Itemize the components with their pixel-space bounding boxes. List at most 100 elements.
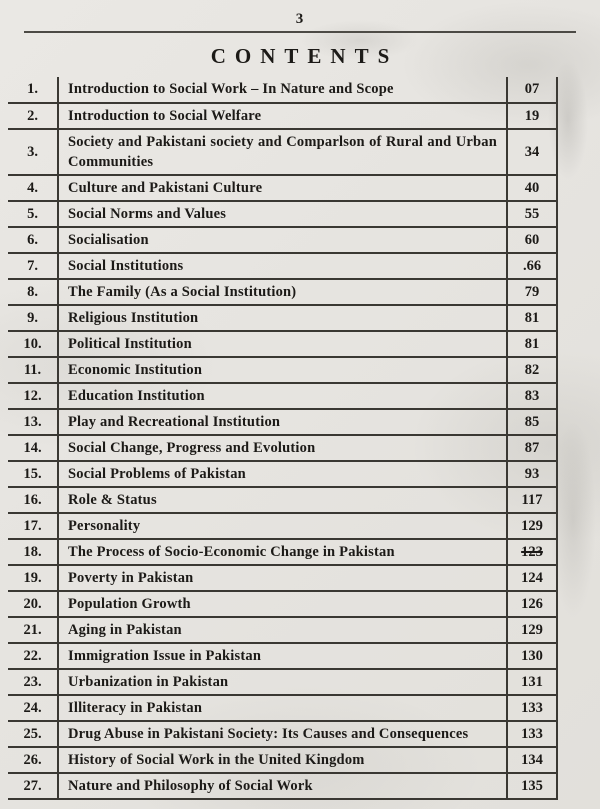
- chapter-title: Aging in Pakistan: [58, 616, 507, 644]
- table-row: 26. History of Social Work in the United…: [8, 746, 558, 774]
- row-number: 20.: [8, 590, 59, 618]
- page-ref: 85: [506, 408, 558, 436]
- row-number: 25.: [8, 720, 59, 748]
- table-row: 14. Social Change, Progress and Evolutio…: [8, 434, 558, 462]
- chapter-title: Political Institution: [58, 330, 507, 358]
- page-ref: 87: [506, 434, 558, 462]
- chapter-title: Drug Abuse in Pakistani Society: Its Cau…: [58, 720, 507, 748]
- table-row: 4. Culture and Pakistani Culture 40: [8, 174, 558, 202]
- chapter-title: Education Institution: [58, 382, 507, 410]
- page-ref: 19: [506, 102, 558, 130]
- row-number: 1.: [8, 77, 59, 104]
- row-number: 13.: [8, 408, 59, 436]
- row-number: 4.: [8, 174, 59, 202]
- chapter-title: Role & Status: [58, 486, 507, 514]
- row-number: 2.: [8, 102, 59, 130]
- page-ref: 82: [506, 356, 558, 384]
- table-row: 7. Social Institutions .66: [8, 252, 558, 280]
- table-row: 22. Immigration Issue in Pakistan 130: [8, 642, 558, 670]
- page-ref: 81: [506, 330, 558, 358]
- row-number: 15.: [8, 460, 59, 488]
- row-number: 9.: [8, 304, 59, 332]
- chapter-title: Social Institutions: [58, 252, 507, 280]
- chapter-title: Immigration Issue in Pakistan: [58, 642, 507, 670]
- table-row: 5. Social Norms and Values 55: [8, 200, 558, 228]
- page-ref: 131: [506, 668, 558, 696]
- row-number: 10.: [8, 330, 59, 358]
- row-number: 8.: [8, 278, 59, 306]
- chapter-title: Introduction to Social Work – In Nature …: [58, 77, 507, 104]
- chapter-title: Urbanization in Pakistan: [58, 668, 507, 696]
- row-number: 6.: [8, 226, 59, 254]
- contents-title: CONTENTS: [210, 44, 399, 68]
- table-row: 25. Drug Abuse in Pakistani Society: Its…: [8, 720, 558, 748]
- table-row: 10. Political Institution 81: [8, 330, 558, 358]
- row-number: 24.: [8, 694, 59, 722]
- page-ref: 130: [506, 642, 558, 670]
- page-ref: 126: [506, 590, 558, 618]
- page-ref: 40: [506, 174, 558, 202]
- table-row: 8. The Family (As a Social Institution) …: [8, 278, 558, 306]
- chapter-title: Illiteracy in Pakistan: [58, 694, 507, 722]
- table-row: 27. Nature and Philosophy of Social Work…: [8, 772, 558, 800]
- chapter-title: Economic Institution: [58, 356, 507, 384]
- row-number: 16.: [8, 486, 59, 514]
- chapter-title: Introduction to Social Welfare: [58, 102, 507, 130]
- table-row: 15. Social Problems of Pakistan 93: [8, 460, 558, 488]
- page-ref: 135: [506, 772, 558, 800]
- page-ref: 60: [506, 226, 558, 254]
- table-row: 6. Socialisation 60: [8, 226, 558, 254]
- chapter-title: Society and Pakistani society and Compar…: [58, 128, 507, 176]
- chapter-title: Personality: [58, 512, 507, 540]
- chapter-title: Social Norms and Values: [58, 200, 507, 228]
- page-ref: .66: [506, 252, 558, 280]
- chapter-title: Nature and Philosophy of Social Work: [58, 772, 507, 800]
- page-ref: 133: [506, 720, 558, 748]
- row-number: 23.: [8, 668, 59, 696]
- table-row: 16. Role & Status 117: [8, 486, 558, 514]
- page-ref: 124: [506, 564, 558, 592]
- row-number: 14.: [8, 434, 59, 462]
- chapter-title: Social Problems of Pakistan: [58, 460, 507, 488]
- table-row: 3. Society and Pakistani society and Com…: [8, 128, 558, 176]
- page-ref: 123: [506, 538, 558, 566]
- chapter-title: Social Change, Progress and Evolution: [58, 434, 507, 462]
- table-row: 11. Economic Institution 82: [8, 356, 558, 384]
- page-ref: 07: [506, 77, 558, 104]
- page-ref: 129: [506, 616, 558, 644]
- page-ref: 134: [506, 746, 558, 774]
- page-ref: 117: [506, 486, 558, 514]
- page-ref: 129: [506, 512, 558, 540]
- row-number: 18.: [8, 538, 59, 566]
- row-number: 21.: [8, 616, 59, 644]
- table-row: 12. Education Institution 83: [8, 382, 558, 410]
- page-ref: 55: [506, 200, 558, 228]
- page-ref: 34: [506, 128, 558, 176]
- table-row: 1. Introduction to Social Work – In Natu…: [8, 77, 558, 104]
- row-number: 7.: [8, 252, 59, 280]
- table-row: 20. Population Growth 126: [8, 590, 558, 618]
- table-row: 17. Personality 129: [8, 512, 558, 540]
- row-number: 22.: [8, 642, 59, 670]
- row-number: 5.: [8, 200, 59, 228]
- header-rule: [24, 31, 576, 33]
- table-row: 23. Urbanization in Pakistan 131: [8, 668, 558, 696]
- table-row: 9. Religious Institution 81: [8, 304, 558, 332]
- chapter-title: Socialisation: [58, 226, 507, 254]
- chapter-title: Culture and Pakistani Culture: [58, 174, 507, 202]
- table-row: 13. Play and Recreational Institution 85: [8, 408, 558, 436]
- row-number: 26.: [8, 746, 59, 774]
- page-ref: 93: [506, 460, 558, 488]
- table-row: 21. Aging in Pakistan 129: [8, 616, 558, 644]
- row-number: 17.: [8, 512, 59, 540]
- table-row: 19. Poverty in Pakistan 124: [8, 564, 558, 592]
- row-number: 11.: [8, 356, 59, 384]
- table-row: 24. Illiteracy in Pakistan 133: [8, 694, 558, 722]
- page-ref: 83: [506, 382, 558, 410]
- row-number: 19.: [8, 564, 59, 592]
- page-ref: 133: [506, 694, 558, 722]
- contents-table: 1. Introduction to Social Work – In Natu…: [8, 77, 558, 800]
- chapter-title: The Process of Socio-Economic Change in …: [58, 538, 507, 566]
- chapter-title: Population Growth: [58, 590, 507, 618]
